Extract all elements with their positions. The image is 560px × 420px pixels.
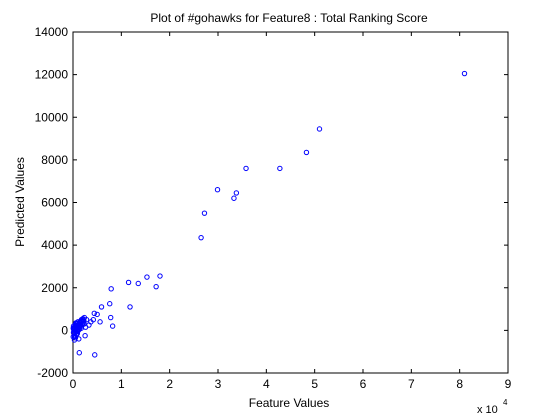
data-point: [71, 337, 78, 343]
data-point: [91, 310, 97, 317]
data-point: [198, 234, 204, 241]
data-point: [214, 187, 221, 193]
chart-title: Plot of #gohawks for Feature8 : Total Ra…: [150, 11, 428, 25]
y-tick-label: 10000: [35, 110, 69, 124]
data-point: [233, 190, 240, 196]
x-tick-label: 9: [505, 377, 512, 391]
data-point: [303, 149, 310, 156]
y-axis-title: Predicted Values: [13, 157, 27, 247]
plot-frame: [72, 31, 509, 374]
data-point: [108, 286, 114, 292]
y-tick-label: 8000: [41, 153, 68, 167]
x-tick-label: 0: [70, 377, 77, 391]
data-point: [76, 350, 82, 356]
data-point: [125, 279, 132, 286]
plot-area: [72, 31, 509, 374]
data-point: [94, 311, 100, 318]
y-tick-label: 4000: [41, 238, 68, 252]
data-point: [82, 333, 88, 339]
data-point: [70, 325, 76, 331]
data-point: [98, 304, 105, 310]
x-axis: 0 1 2 3 4 5 6 7 8 9: [70, 32, 512, 391]
data-point: [201, 210, 208, 216]
x-tick-label: 7: [408, 377, 415, 391]
y-tick-label: 6000: [41, 196, 68, 210]
x-tick-label: 4: [263, 377, 270, 391]
data-point: [277, 165, 283, 172]
data-point: [81, 321, 87, 327]
x-multiplier-exponent: 4: [503, 398, 508, 407]
data-point: [243, 165, 249, 172]
x-tick-label: 5: [311, 377, 318, 391]
x-multiplier: x 10 4: [477, 398, 508, 416]
x-tick-label: 3: [215, 377, 222, 391]
data-point: [144, 274, 150, 280]
data-points: [70, 70, 468, 358]
data-point: [461, 70, 468, 77]
data-point: [127, 304, 133, 310]
x-multiplier-base: x 10: [477, 404, 498, 416]
y-tick-label: 12000: [35, 68, 69, 82]
x-axis-title: Feature Values: [249, 396, 330, 410]
data-point: [316, 126, 323, 132]
data-point: [81, 314, 88, 321]
data-point: [108, 314, 114, 321]
y-tick-label: 2000: [41, 281, 68, 295]
y-tick-label: 0: [61, 323, 68, 337]
data-point: [80, 320, 86, 326]
x-tick-label: 6: [360, 377, 367, 391]
data-point: [74, 330, 81, 337]
data-point: [153, 283, 159, 290]
x-tick-label: 2: [166, 377, 173, 391]
x-tick-label: 8: [456, 377, 463, 391]
x-tick-label: 1: [118, 377, 125, 391]
data-point: [157, 273, 163, 279]
data-point: [92, 352, 98, 358]
data-point: [73, 320, 79, 326]
data-point: [70, 334, 76, 340]
data-point: [107, 301, 113, 307]
data-point: [97, 319, 103, 325]
y-tick-label: -2000: [37, 366, 68, 380]
data-point: [135, 280, 141, 287]
data-point: [109, 323, 116, 329]
data-point: [231, 195, 237, 201]
y-axis: -2000 0 2000 4000 6000 8000 10000 12000 14000: [35, 25, 508, 380]
y-tick-label: 14000: [35, 25, 69, 39]
